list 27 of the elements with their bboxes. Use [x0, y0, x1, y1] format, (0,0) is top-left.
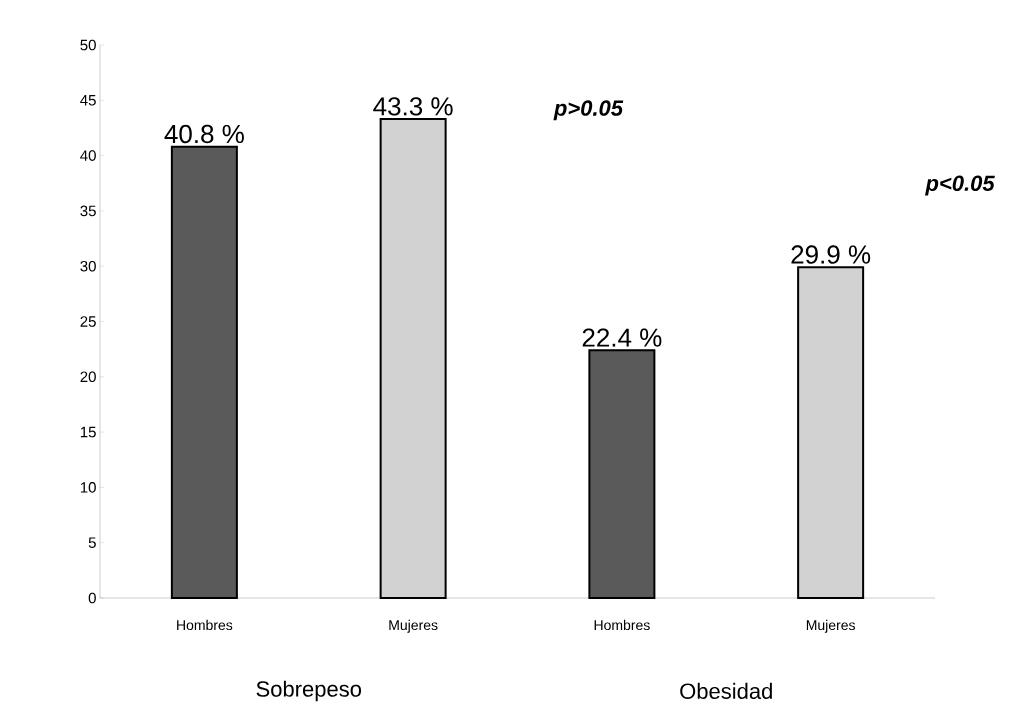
bar [797, 266, 865, 599]
y-tick-label: 10 [80, 482, 96, 493]
y-tick-label: 50 [80, 39, 96, 51]
bar [379, 118, 447, 599]
data-label: 43.3 % [373, 97, 453, 116]
bar [588, 349, 656, 599]
x-tick-label: Hombres [594, 619, 650, 631]
data-label: 29.9 % [791, 245, 871, 264]
y-tick-label: 25 [80, 316, 96, 327]
x-tick-label: Mujeres [389, 619, 438, 633]
x-tick-label: Mujeres [806, 619, 856, 633]
y-tick-label: 0 [88, 592, 96, 604]
bar [170, 145, 238, 599]
y-tick-label: 30 [80, 260, 96, 272]
y-tick-label: 45 [80, 95, 96, 106]
y-tick-label: 20 [80, 371, 96, 383]
data-label: 22.4 % [582, 328, 662, 347]
y-tick-label: 5 [88, 537, 96, 548]
x-tick-label: Hombres [177, 619, 233, 631]
annotation: p>0.05 [553, 100, 624, 121]
y-tick-label: 35 [80, 205, 96, 217]
y-tick-label: 15 [80, 426, 96, 438]
y-tick-label: 40 [80, 150, 96, 161]
annotation: p<0.05 [925, 175, 995, 196]
text: Obesidad [680, 682, 772, 699]
text: Sobrepeso [256, 680, 362, 702]
data-label: 40.8 % [164, 124, 244, 144]
